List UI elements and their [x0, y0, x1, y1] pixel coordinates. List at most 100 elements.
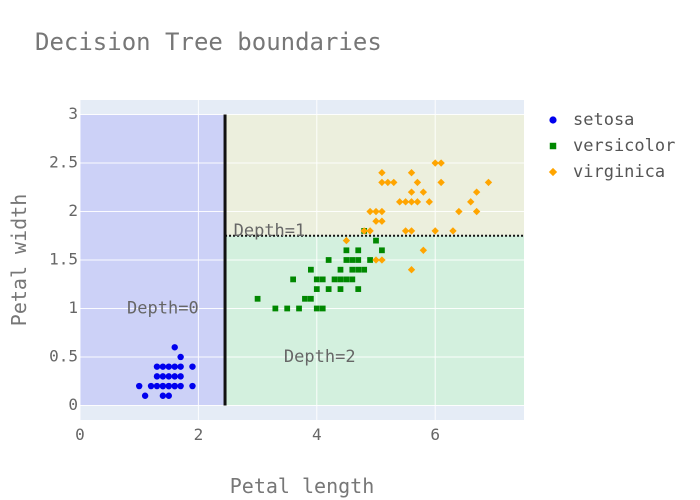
setosa-point[interactable]: [171, 382, 178, 390]
setosa-point[interactable]: [153, 363, 161, 370]
versicolor-point[interactable]: [355, 257, 362, 263]
legend-marker-versicolor[interactable]: [549, 142, 557, 150]
setosa-point[interactable]: [136, 382, 143, 390]
virginica-point[interactable]: [378, 169, 386, 177]
virginica-point[interactable]: [437, 178, 445, 187]
versicolor-point[interactable]: [319, 305, 326, 312]
virginica-point[interactable]: [413, 198, 422, 206]
versicolor-point[interactable]: [349, 266, 356, 273]
virginica-point[interactable]: [366, 207, 374, 216]
virginica-point[interactable]: [407, 169, 416, 177]
legend-marker-virginica[interactable]: [548, 167, 558, 177]
setosa-point[interactable]: [171, 344, 178, 351]
versicolor-point[interactable]: [302, 295, 308, 302]
versicolor-point[interactable]: [254, 295, 261, 302]
versicolor-point[interactable]: [284, 305, 291, 312]
virginica-point[interactable]: [449, 227, 457, 235]
versicolor-point[interactable]: [337, 266, 344, 273]
virginica-point[interactable]: [378, 256, 386, 264]
versicolor-point[interactable]: [313, 276, 320, 283]
versicolor-point[interactable]: [337, 276, 344, 283]
setosa-point[interactable]: [171, 373, 178, 380]
virginica-point[interactable]: [360, 227, 368, 235]
virginica-point[interactable]: [437, 159, 445, 167]
virginica-point[interactable]: [407, 188, 416, 196]
virginica-point[interactable]: [407, 266, 416, 274]
setosa-point[interactable]: [189, 363, 196, 370]
virginica-point[interactable]: [401, 227, 410, 235]
legend-item-versicolor[interactable]: versicolor: [549, 136, 676, 156]
setosa-point[interactable]: [165, 373, 172, 380]
legend-marker-setosa[interactable]: [549, 116, 557, 124]
versicolor-point[interactable]: [337, 286, 344, 292]
versicolor-point[interactable]: [343, 257, 350, 263]
versicolor-point[interactable]: [349, 276, 356, 283]
setosa-point[interactable]: [159, 392, 167, 399]
setosa-point[interactable]: [177, 382, 184, 390]
versicolor-point[interactable]: [355, 286, 362, 292]
versicolor-point[interactable]: [367, 257, 373, 263]
virginica-point[interactable]: [407, 198, 416, 206]
setosa-point[interactable]: [177, 353, 184, 361]
virginica-point[interactable]: [378, 207, 386, 216]
versicolor-point[interactable]: [343, 276, 350, 283]
versicolor-point[interactable]: [296, 305, 302, 312]
setosa-point[interactable]: [153, 382, 161, 390]
versicolor-point[interactable]: [325, 286, 332, 292]
virginica-point[interactable]: [419, 246, 428, 254]
virginica-point[interactable]: [419, 188, 428, 196]
versicolor-point[interactable]: [355, 247, 362, 254]
virginica-point[interactable]: [472, 188, 481, 196]
versicolor-point[interactable]: [343, 247, 350, 254]
versicolor-point[interactable]: [313, 305, 320, 312]
versicolor-point[interactable]: [349, 257, 356, 263]
virginica-point[interactable]: [431, 159, 439, 167]
virginica-point[interactable]: [384, 178, 392, 187]
setosa-point[interactable]: [177, 363, 184, 370]
virginica-point[interactable]: [396, 198, 404, 206]
versicolor-point[interactable]: [319, 276, 326, 283]
setosa-point[interactable]: [171, 363, 178, 370]
setosa-point[interactable]: [165, 382, 172, 390]
versicolor-point[interactable]: [379, 247, 385, 254]
virginica-point[interactable]: [401, 198, 410, 206]
legend-item-virginica[interactable]: virginica: [548, 162, 665, 182]
setosa-point[interactable]: [165, 392, 172, 399]
virginica-point[interactable]: [472, 207, 481, 216]
setosa-point[interactable]: [159, 373, 167, 380]
virginica-point[interactable]: [372, 217, 380, 225]
setosa-point[interactable]: [159, 382, 167, 390]
setosa-point[interactable]: [159, 363, 167, 370]
versicolor-point[interactable]: [361, 266, 368, 273]
versicolor-point[interactable]: [308, 295, 314, 302]
virginica-point[interactable]: [431, 227, 439, 235]
versicolor-point[interactable]: [308, 266, 314, 273]
setosa-point[interactable]: [165, 363, 172, 370]
setosa-point[interactable]: [147, 382, 155, 390]
setosa-point[interactable]: [153, 373, 161, 380]
data-points[interactable]: [136, 159, 493, 399]
versicolor-point[interactable]: [290, 276, 296, 283]
setosa-point[interactable]: [177, 373, 184, 380]
virginica-point[interactable]: [484, 178, 493, 187]
legend-item-setosa[interactable]: setosa: [549, 110, 634, 130]
setosa-point[interactable]: [189, 382, 196, 390]
virginica-point[interactable]: [407, 227, 416, 235]
virginica-point[interactable]: [413, 178, 422, 187]
versicolor-point[interactable]: [355, 266, 362, 273]
legend[interactable]: setosa versicolor virginica: [548, 110, 676, 182]
virginica-point[interactable]: [372, 256, 380, 264]
virginica-point[interactable]: [342, 236, 351, 245]
virginica-point[interactable]: [366, 227, 374, 235]
virginica-point[interactable]: [372, 207, 380, 216]
versicolor-point[interactable]: [272, 305, 279, 312]
versicolor-point[interactable]: [331, 276, 338, 283]
virginica-point[interactable]: [378, 217, 386, 225]
versicolor-point[interactable]: [373, 237, 379, 244]
virginica-point[interactable]: [467, 198, 475, 206]
setosa-point[interactable]: [141, 392, 149, 399]
versicolor-point[interactable]: [313, 286, 320, 292]
virginica-point[interactable]: [378, 178, 386, 187]
virginica-point[interactable]: [455, 207, 463, 216]
virginica-point[interactable]: [390, 178, 398, 187]
